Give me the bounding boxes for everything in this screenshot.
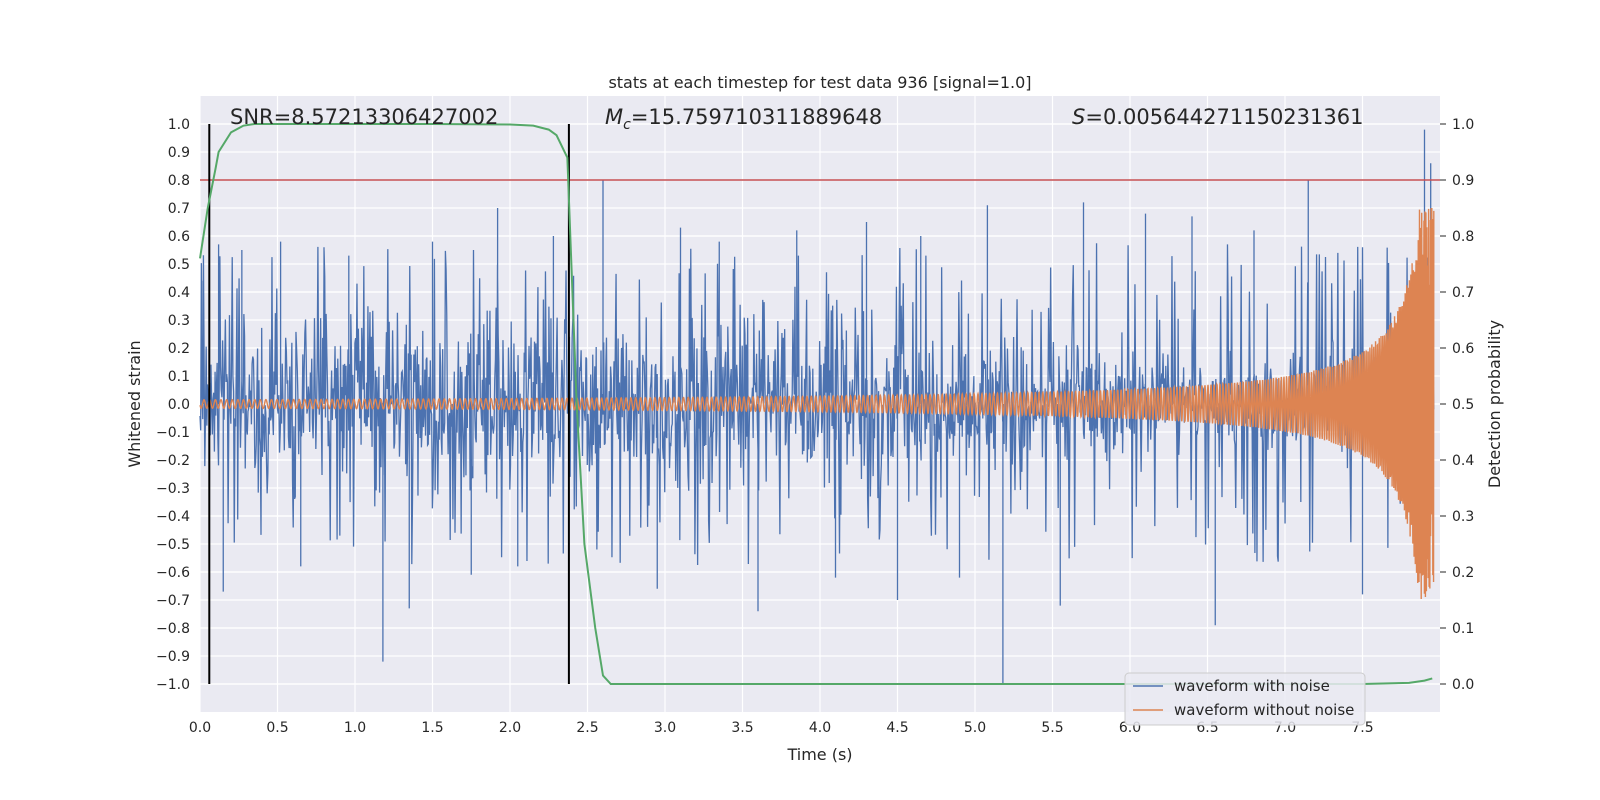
legend-label-clean: waveform without noise: [1174, 701, 1354, 719]
x-tick-label-0: 0.0: [189, 720, 211, 736]
y-tick-label-6: 0.4: [168, 285, 190, 301]
legend-box: [1124, 672, 1366, 726]
series-detection-probability: [199, 123, 1433, 685]
y-axis-label: Whitened strain: [125, 340, 144, 467]
x-tick-label-7: 3.5: [731, 720, 753, 736]
x-tick-label-8: 4.0: [809, 720, 831, 736]
y2-tick-label-3: 0.7: [1452, 285, 1474, 301]
y-tick-label-2: 0.8: [168, 173, 190, 189]
y-tick-label-10: 0.0: [168, 397, 190, 413]
s-annotation: S=0.005644271150231361: [1072, 105, 1363, 129]
x-tick-label-10: 5.0: [964, 720, 986, 736]
y-tick-label-19: −0.9: [156, 649, 190, 665]
s-value: =0.005644271150231361: [1085, 105, 1363, 129]
y2-tick-label-7: 0.3: [1452, 509, 1474, 525]
y-tick-label-1: 0.9: [168, 145, 190, 161]
y2-tick-label-4: 0.6: [1452, 341, 1474, 357]
y-tick-label-7: 0.3: [168, 313, 190, 329]
clean-line: [199, 208, 1435, 600]
chirp-mass-subscript: c: [623, 117, 631, 133]
x-tick-label-3: 1.5: [421, 720, 443, 736]
y-tick-label-18: −0.8: [156, 621, 190, 637]
legend-label-noise: waveform with noise: [1174, 677, 1330, 695]
series-waveform-without-noise: [199, 208, 1435, 600]
y-tick-label-11: −0.1: [156, 425, 190, 441]
y-tick-label-17: −0.7: [156, 593, 190, 609]
y-tick-label-3: 0.7: [168, 201, 190, 217]
y-tick-label-12: −0.2: [156, 453, 190, 469]
y2-tick-label-10: 0.0: [1452, 677, 1474, 693]
x-tick-label-11: 5.5: [1041, 720, 1063, 736]
y-tick-label-15: −0.5: [156, 537, 190, 553]
y2-tick-label-9: 0.1: [1452, 621, 1474, 637]
y2-tick-label-6: 0.4: [1452, 453, 1474, 469]
x-tick-label-9: 4.5: [886, 720, 908, 736]
x-axis-ticks: 0.0 0.5 1.0 1.5 2.0 2.5 3.0 3.5 4.0 4.5 5.0 5.5 6.0 6…: [189, 720, 1374, 736]
chirp-mass-symbol: M: [605, 105, 623, 129]
y2-axis-label: Detection probability: [1485, 320, 1504, 488]
y-tick-label-0: 1.0: [168, 117, 190, 133]
chirp-mass-value: =15.759710311889648: [631, 105, 882, 129]
y-tick-label-13: −0.3: [156, 481, 190, 497]
y2-tick-label-5: 0.5: [1452, 397, 1474, 413]
y2-tick-label-2: 0.8: [1452, 229, 1474, 245]
y2-tick-label-1: 0.9: [1452, 173, 1474, 189]
y-tick-label-9: 0.1: [168, 369, 190, 385]
y-tick-label-16: −0.6: [156, 565, 190, 581]
y-tick-label-8: 0.2: [168, 341, 190, 357]
y-tick-label-20: −1.0: [156, 677, 190, 693]
x-tick-label-1: 0.5: [266, 720, 288, 736]
y2-tick-label-0: 1.0: [1452, 117, 1474, 133]
legend: waveform with noise waveform without noi…: [1124, 672, 1366, 726]
x-tick-label-5: 2.5: [576, 720, 598, 736]
x-axis-label: Time (s): [786, 745, 852, 764]
x-tick-label-2: 1.0: [344, 720, 366, 736]
y2-axis-ticks: 1.0 0.9 0.8 0.7 0.6 0.5 0.4 0.3 0.2 0.1 0.0: [1440, 117, 1474, 693]
y-axis-ticks: 1.0 0.9 0.8 0.7 0.6 0.5 0.4 0.3 0.2 0.1 0.0 −0.1 −0.…: [156, 117, 190, 693]
chart-title: stats at each timestep for test data 936…: [608, 73, 1031, 92]
s-symbol: S: [1072, 105, 1085, 129]
chirp-mass-annotation: Mc=15.759710311889648: [605, 105, 882, 133]
y-tick-label-5: 0.5: [168, 257, 190, 273]
y-tick-label-4: 0.6: [168, 229, 190, 245]
y2-tick-label-8: 0.2: [1452, 565, 1474, 581]
y-tick-label-14: −0.4: [156, 509, 190, 525]
probability-line: [199, 123, 1433, 685]
x-tick-label-4: 2.0: [499, 720, 521, 736]
x-tick-label-6: 3.0: [654, 720, 676, 736]
snr-annotation: SNR=8.57213306427002: [230, 105, 498, 129]
